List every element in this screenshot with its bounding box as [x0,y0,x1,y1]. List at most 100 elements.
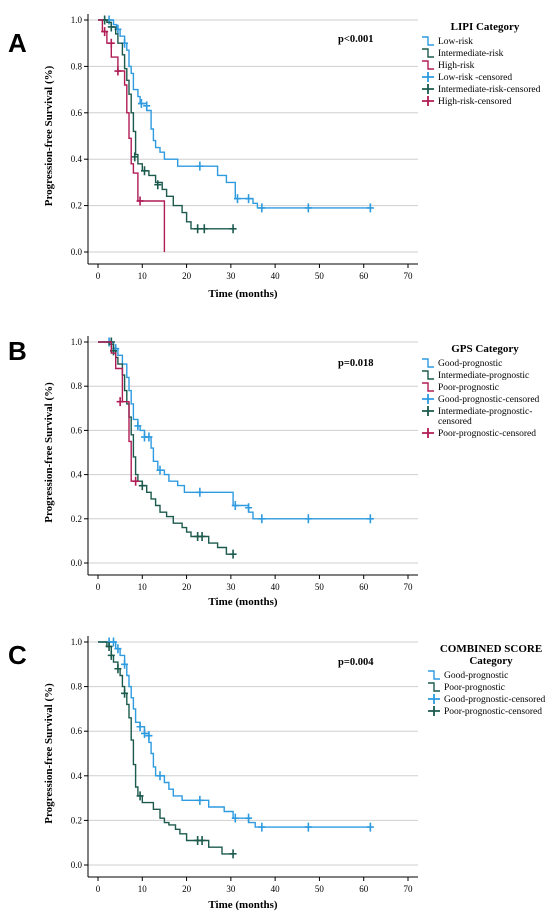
censor-mark [107,22,115,32]
censor-mark [136,196,144,206]
y-tick-label: 0.4 [71,470,83,480]
x-tick-label: 0 [96,582,101,592]
censor-mark [141,166,148,176]
censor-mark [229,224,237,234]
legend-label: Poor-prognostic [438,383,499,393]
x-tick-label: 30 [226,271,236,281]
p-value-annotation: p=0.004 [338,657,374,668]
censor-mark [200,224,208,234]
legend-label: Good-prognostic-censored [438,395,540,405]
survival-curve [98,19,166,252]
legend-step-icon [422,48,434,58]
y-tick-label: 1.0 [71,337,83,347]
censor-mark [156,771,164,781]
censor-mark [234,194,241,204]
censor-mark [198,835,206,845]
censor-mark [229,849,237,859]
censor-mark [134,421,142,431]
y-tick-label: 0.0 [71,860,83,870]
legend-step-icon [422,382,434,392]
legend-step-icon [422,60,434,70]
panel-letter: C [8,640,27,670]
y-tick-label: 0.2 [71,815,82,825]
censor-mark [198,531,206,541]
censor-mark [137,99,145,109]
legend-label: Poor-prognostic [444,683,505,693]
legend-label: Good-prognostic [438,359,502,369]
y-axis-title: Progression-free Survival (%) [43,683,55,824]
censor-mark [131,152,139,162]
censor-mark [245,503,253,513]
censor-mark [114,66,122,76]
censor-mark [229,549,237,559]
censor-mark [110,637,117,647]
censor-mark [258,822,266,832]
x-tick-label: 20 [182,884,192,894]
legend-title: Category [469,655,513,667]
censor-mark [114,644,122,654]
censor-mark [196,795,204,805]
censor-mark [116,397,124,407]
censor-mark [107,38,115,48]
censor-mark [154,180,162,190]
x-tick-label: 40 [271,884,281,894]
legend-step-icon [422,370,434,380]
legend-label: Good-prognostic [444,671,508,681]
y-tick-label: 0.8 [71,61,83,71]
y-tick-label: 0.4 [71,771,83,781]
censor-mark [114,664,122,674]
series-poor-prognostic [98,341,140,486]
series-low-risk [98,15,374,213]
censor-mark [141,728,148,738]
censor-mark [194,224,202,234]
y-tick-label: 0.6 [71,425,83,435]
x-axis-title: Time (months) [208,596,277,608]
censor-mark [258,514,266,524]
legend-title: GPS Category [451,343,519,355]
censor-mark [196,161,204,171]
censor-mark [231,501,239,511]
panel-letter: A [8,28,27,58]
censor-mark [136,791,144,801]
x-tick-label: 10 [138,884,148,894]
x-tick-label: 30 [226,582,236,592]
y-tick-label: 0.0 [71,558,83,568]
x-tick-label: 70 [404,582,414,592]
legend: GPS Category Good-prognostic Intermediate-… [422,343,540,439]
censor-mark [138,481,146,491]
x-tick-label: 50 [315,271,325,281]
censor-mark [304,822,312,832]
legend-cross-icon [428,694,440,704]
survival-curve [98,341,234,555]
x-tick-label: 20 [182,582,192,592]
x-tick-label: 70 [404,884,414,894]
y-tick-label: 0.8 [71,682,83,692]
y-tick-label: 0.6 [71,108,83,118]
censor-mark [304,514,312,524]
series-good-prognostic [98,637,374,832]
censor-mark [121,688,129,698]
survival-curve [98,19,234,230]
censor-mark [366,822,374,832]
censor-mark [196,487,204,497]
x-axis-title: Time (months) [208,899,277,911]
x-tick-label: 0 [96,884,101,894]
y-tick-label: 0.2 [71,201,82,211]
series-high-risk [98,19,166,252]
panel-letter: B [8,336,27,366]
x-tick-label: 10 [138,582,148,592]
censor-mark [132,476,140,486]
y-axis-title: Progression-free Survival (%) [43,382,55,523]
panel-b: B 0.0 0.2 0.4 0.6 0.8 1.0 0 10 20 30 40 50 60 70 Time (… [8,336,540,608]
censor-mark [258,203,266,213]
panel-a: A 0.0 0.2 0.4 0.6 0.8 1.0 0 10 20 30 40 50 60 70 Time (… [8,14,541,300]
legend-label: Low-risk [438,37,473,47]
series-intermediate-risk [98,15,237,234]
legend-label: High-risk [438,61,475,71]
series-poor-prognostic [98,641,237,859]
y-tick-label: 1.0 [71,637,83,647]
censor-mark [145,432,153,442]
censor-mark [143,101,151,111]
panel-c: C 0.0 0.2 0.4 0.6 0.8 1.0 0 10 20 30 40 50 60 70 Time (… [8,636,546,911]
x-tick-label: 60 [359,582,369,592]
